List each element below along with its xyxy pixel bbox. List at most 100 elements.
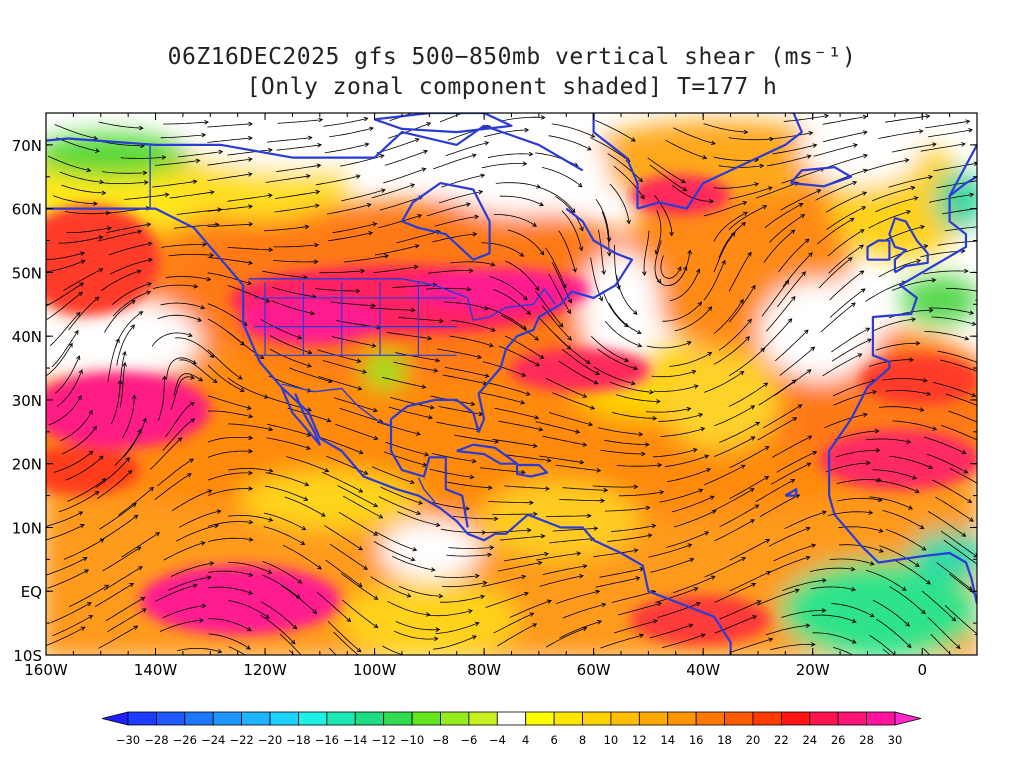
streamline-arrow	[816, 189, 822, 194]
streamline-arrow	[466, 286, 472, 292]
streamline	[207, 349, 243, 380]
streamline-arrow	[926, 580, 931, 585]
streamline-arrow	[483, 305, 489, 311]
streamline	[155, 584, 198, 602]
streamline-arrow	[314, 242, 320, 248]
streamline-arrow	[265, 298, 271, 303]
streamline	[324, 143, 369, 154]
streamline	[986, 572, 1024, 593]
streamline	[208, 488, 253, 496]
streamline	[63, 538, 105, 560]
lon-tick-label: 80W	[467, 661, 501, 679]
streamline-arrow	[810, 346, 816, 352]
streamline	[673, 127, 716, 145]
colorbar-box	[468, 711, 498, 726]
colorbar-box	[326, 711, 356, 726]
streamline-arrow	[248, 590, 254, 595]
streamline	[927, 129, 973, 138]
streamline-arrow	[851, 639, 857, 644]
streamline-arrow	[474, 214, 480, 220]
streamline-arrow	[656, 399, 661, 404]
streamline	[600, 449, 645, 455]
streamline	[330, 301, 376, 307]
streamline	[108, 242, 152, 256]
streamline	[119, 362, 126, 408]
streamline	[555, 464, 601, 472]
streamline	[826, 206, 866, 230]
streamline-arrow	[852, 143, 858, 148]
streamline	[878, 130, 923, 139]
streamline-arrow	[206, 276, 212, 282]
streamline	[555, 195, 584, 231]
streamline	[343, 495, 383, 519]
streamline-arrow	[355, 174, 361, 179]
streamline-arrow	[310, 310, 316, 316]
streamline	[768, 132, 813, 140]
streamline-arrow	[356, 647, 362, 653]
streamline	[673, 510, 716, 528]
streamline	[926, 453, 968, 474]
streamline	[228, 646, 246, 655]
streamline	[649, 624, 693, 639]
streamline-arrow	[567, 298, 572, 304]
streamline	[535, 291, 564, 328]
streamline	[227, 377, 268, 399]
colorbar-label: −16	[315, 733, 339, 747]
streamline	[227, 247, 273, 251]
streamline	[888, 176, 933, 188]
streamline	[932, 479, 972, 503]
streamline-arrow	[862, 130, 868, 135]
streamline-arrow	[741, 557, 746, 562]
streamline	[266, 437, 311, 450]
streamline	[988, 111, 1024, 122]
streamline-arrow	[372, 222, 378, 227]
streamline	[829, 558, 874, 565]
streamline	[728, 187, 773, 200]
streamline-arrow	[861, 206, 867, 211]
streamline	[507, 229, 545, 255]
streamline	[604, 320, 642, 347]
streamline-arrow	[523, 295, 528, 301]
streamline	[326, 455, 368, 475]
streamline-arrow	[410, 556, 416, 562]
streamline	[763, 404, 802, 429]
streamline	[728, 285, 756, 323]
streamline	[718, 319, 752, 351]
streamline	[872, 599, 910, 627]
streamline-arrow	[971, 321, 977, 326]
streamline-arrow	[741, 222, 747, 227]
streamline	[494, 407, 539, 419]
streamline-arrow	[217, 648, 223, 654]
streamline-arrow	[534, 336, 539, 341]
streamline	[493, 612, 534, 634]
streamline	[489, 276, 528, 300]
streamline-arrow	[209, 561, 215, 566]
streamline-arrow	[926, 391, 932, 396]
streamline	[713, 183, 759, 189]
streamline-arrow	[147, 241, 153, 247]
streamline-arrow	[136, 546, 142, 551]
streamline	[97, 230, 142, 242]
streamline	[770, 643, 815, 651]
streamline-arrow	[803, 329, 809, 335]
streamline	[153, 284, 198, 289]
streamline	[875, 480, 920, 493]
streamline-arrow	[901, 586, 907, 591]
streamline	[538, 186, 576, 213]
streamline-arrow	[248, 572, 254, 577]
streamline	[289, 367, 332, 383]
streamline	[387, 600, 430, 616]
streamline	[935, 496, 974, 522]
streamline-arrow	[862, 412, 868, 418]
streamline-arrow	[593, 526, 599, 531]
streamline-arrow	[987, 291, 991, 295]
streamline	[729, 638, 773, 653]
streamline	[772, 144, 817, 155]
streamline-arrow	[300, 540, 306, 545]
streamline	[54, 124, 98, 140]
streamline-arrow	[964, 336, 970, 341]
streamline-arrow	[669, 231, 674, 237]
streamline	[46, 291, 83, 320]
streamline-arrow	[960, 142, 966, 147]
streamline	[227, 194, 272, 202]
